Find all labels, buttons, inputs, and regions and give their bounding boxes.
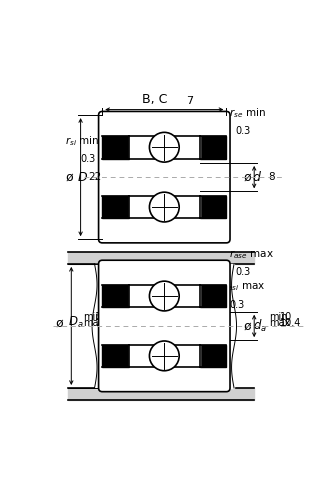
Polygon shape — [129, 344, 200, 367]
Polygon shape — [129, 196, 200, 218]
Polygon shape — [102, 284, 129, 308]
Text: $D_a$: $D_a$ — [68, 316, 84, 330]
Circle shape — [149, 192, 179, 222]
Text: 22: 22 — [88, 172, 102, 182]
Text: $r_{asi}$ max: $r_{asi}$ max — [223, 280, 266, 293]
FancyBboxPatch shape — [99, 260, 230, 392]
Text: 10.4: 10.4 — [280, 318, 301, 328]
Text: 10: 10 — [280, 312, 292, 322]
Text: 0.3: 0.3 — [229, 300, 245, 310]
Text: 19.1: 19.1 — [95, 312, 116, 322]
Text: d: d — [253, 170, 260, 183]
Text: 7: 7 — [186, 96, 193, 106]
Circle shape — [149, 341, 179, 370]
Circle shape — [149, 132, 179, 162]
Text: ø: ø — [243, 320, 251, 332]
Polygon shape — [200, 284, 226, 308]
Polygon shape — [129, 136, 200, 158]
Text: ø: ø — [66, 170, 73, 183]
Text: max: max — [269, 318, 290, 328]
Text: 0.3: 0.3 — [236, 267, 251, 277]
Polygon shape — [200, 136, 226, 158]
FancyBboxPatch shape — [99, 112, 230, 243]
Text: ø: ø — [243, 170, 251, 183]
Text: 8: 8 — [268, 172, 275, 182]
Text: min: min — [83, 312, 102, 322]
Polygon shape — [206, 264, 234, 388]
Circle shape — [149, 281, 179, 311]
Text: 0.3: 0.3 — [81, 154, 96, 164]
Text: D: D — [78, 170, 87, 183]
Text: ø: ø — [55, 316, 63, 330]
Text: B, C: B, C — [142, 92, 168, 106]
Text: 0.3: 0.3 — [236, 126, 251, 136]
Polygon shape — [68, 252, 254, 264]
Polygon shape — [102, 344, 129, 367]
Polygon shape — [102, 136, 129, 158]
Polygon shape — [68, 388, 254, 400]
Text: $d_a$: $d_a$ — [253, 318, 267, 334]
Text: $r_{ase}$ max: $r_{ase}$ max — [229, 248, 274, 261]
Text: min: min — [269, 312, 287, 322]
Text: 20: 20 — [95, 318, 108, 328]
Polygon shape — [95, 264, 122, 388]
Polygon shape — [129, 284, 200, 308]
Text: $r_{si}$ min: $r_{si}$ min — [65, 134, 99, 147]
Text: max: max — [83, 318, 104, 328]
Polygon shape — [102, 196, 129, 218]
Text: $r_{se}$ min: $r_{se}$ min — [229, 106, 266, 120]
Polygon shape — [200, 196, 226, 218]
Polygon shape — [200, 344, 226, 367]
